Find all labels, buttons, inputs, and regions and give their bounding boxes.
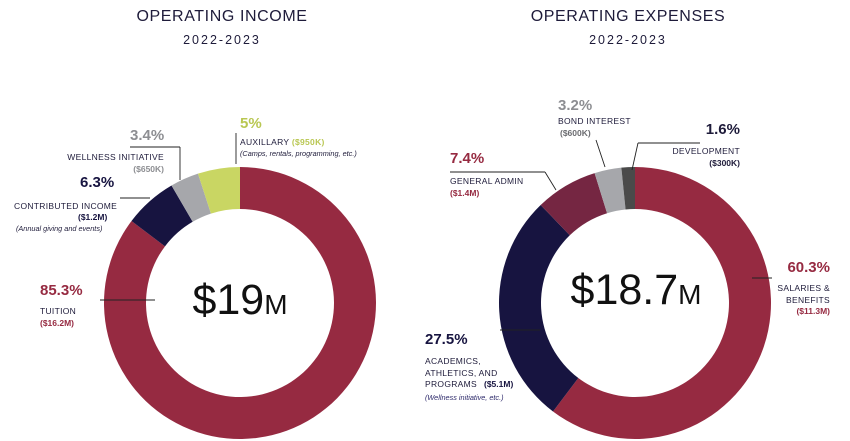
bond-amount: ($600K) xyxy=(560,128,591,138)
expenses-slice-bond-interest xyxy=(594,167,626,214)
general-admin-pct: 7.4% xyxy=(450,150,485,167)
expenses-chart-year: 2022-2023 xyxy=(589,33,667,47)
contributed-label: CONTRIBUTED INCOME xyxy=(14,201,118,211)
auxillary-pct: 5% xyxy=(240,115,262,132)
tuition-pct: 85.3% xyxy=(40,282,83,299)
income-slice-auxillary xyxy=(197,167,240,214)
contributed-note: (Annual giving and events) xyxy=(16,224,103,233)
academics-amount: ($5.1M) xyxy=(484,379,514,389)
tuition-amount: ($16.2M) xyxy=(40,318,75,328)
salaries-pct: 60.3% xyxy=(787,259,830,276)
general-admin-amount: ($1.4M) xyxy=(450,188,480,198)
expenses-leader-line xyxy=(631,142,639,171)
expenses-center-unit: M xyxy=(678,279,702,310)
development-label: DEVELOPMENT xyxy=(672,146,740,156)
general-admin-label: GENERAL ADMIN xyxy=(450,176,524,186)
salaries-amount: ($11.3M) xyxy=(796,306,830,316)
wellness-label: WELLNESS INITIATIVE xyxy=(67,152,164,162)
expenses-center-value: $18.7 xyxy=(570,266,679,314)
expenses-slice-general-admin xyxy=(540,173,608,236)
academics-label: ACADEMICS, ATHLETICS, AND PROGRAMS xyxy=(425,356,498,389)
salaries-label: SALARIES & BENEFITS xyxy=(777,283,830,305)
expenses-leader-line xyxy=(595,139,606,168)
expenses-chart-title: OPERATING EXPENSES xyxy=(530,8,726,25)
wellness-pct: 3.4% xyxy=(130,127,165,144)
contributed-pct: 6.3% xyxy=(80,174,115,191)
tuition-label: TUITION xyxy=(40,306,77,316)
income-slice-contributed-income xyxy=(131,185,193,247)
expenses-center-total: $18.7M xyxy=(556,266,716,315)
income-center-unit: M xyxy=(264,289,288,320)
expenses-slice-salaries-benefits xyxy=(553,167,772,439)
income-chart-year: 2022-2023 xyxy=(183,33,261,47)
expenses-slice-academics-athletics-and-programs xyxy=(499,205,579,412)
bond-label: BOND INTEREST xyxy=(558,116,631,126)
auxillary-name: AUXILLARY xyxy=(240,137,290,147)
development-amount: ($300K) xyxy=(709,158,740,168)
income-chart-title: OPERATING INCOME xyxy=(136,8,308,25)
auxillary-label: AUXILLARY ($950K) xyxy=(240,137,325,149)
academics-note: (Wellness initiative, etc.) xyxy=(425,393,504,402)
income-center-total: $19M xyxy=(160,276,320,325)
development-pct: 1.6% xyxy=(705,121,740,138)
income-slice-wellness-initiative xyxy=(171,173,211,222)
contributed-amount: ($1.2M) xyxy=(78,212,108,222)
income-center-value: $19 xyxy=(192,276,265,324)
academics-pct: 27.5% xyxy=(425,331,468,348)
expenses-slice-development xyxy=(621,167,635,210)
auxillary-note: (Camps, rentals, programming, etc.) xyxy=(240,149,357,158)
bond-pct: 3.2% xyxy=(558,97,593,114)
expenses-leader-line xyxy=(544,171,557,191)
auxillary-amount: ($950K) xyxy=(291,137,325,147)
wellness-amount: ($650K) xyxy=(133,164,164,174)
income-slice-tuition xyxy=(104,167,377,440)
